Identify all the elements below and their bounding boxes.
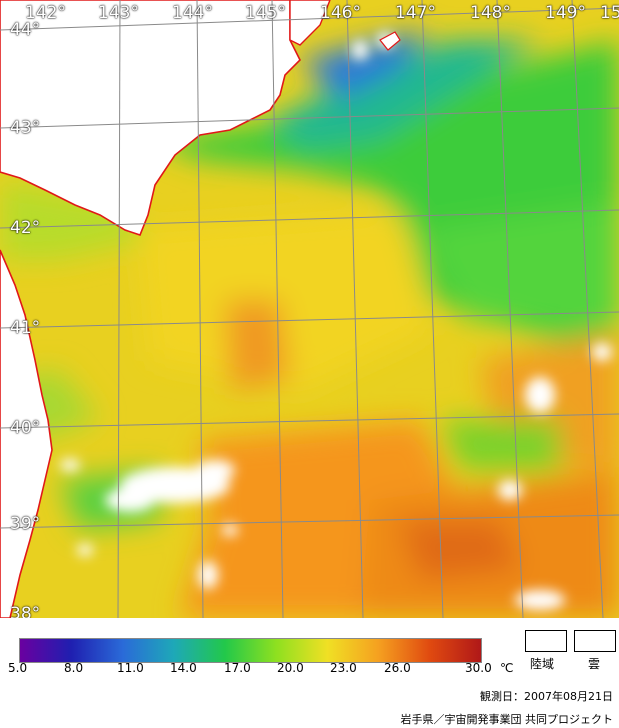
scale-tick: 11.0 xyxy=(117,661,144,675)
scale-tick: 8.0 xyxy=(64,661,84,675)
observation-date: 観測日：2007年08月21日 xyxy=(480,690,613,703)
cloud-label: 雲 xyxy=(588,657,601,671)
cloud-swatch xyxy=(574,630,616,652)
kuril-island-small xyxy=(379,31,401,51)
scale-tick: 5.0 xyxy=(8,661,28,675)
scale-tick: 23.0 xyxy=(330,661,357,675)
graticule xyxy=(0,0,619,618)
latitude-label: 42° xyxy=(10,218,41,238)
longitude-label: 145° xyxy=(245,3,286,23)
latitude-label: 43° xyxy=(10,118,41,138)
hokkaido-landmass xyxy=(0,0,301,236)
longitude-label: 142° xyxy=(25,3,66,23)
land-label: 陸域 xyxy=(530,657,555,671)
scale-tick: 14.0 xyxy=(170,661,197,675)
longitude-label: 143° xyxy=(98,3,139,23)
scale-tick: 20.0 xyxy=(277,661,304,675)
longitude-label: 146° xyxy=(320,3,361,23)
map-canvas xyxy=(0,0,619,618)
longitude-label: 144° xyxy=(172,3,213,23)
temperature-unit: ℃ xyxy=(500,661,514,675)
scale-tick: 30.0 xyxy=(465,661,492,675)
latitude-label: 40° xyxy=(10,418,41,438)
sea-surface-temperature-map: 142° 143° 144° 145° 146° 147° 148° 149° … xyxy=(0,0,619,618)
latitude-label: 44° xyxy=(10,20,41,40)
longitude-label: 149° xyxy=(545,3,586,23)
latitude-label: 39° xyxy=(10,514,41,534)
longitude-label: 15 xyxy=(600,3,619,23)
latitude-label: 41° xyxy=(10,318,41,338)
honshu-landmass xyxy=(0,249,53,618)
longitude-label: 147° xyxy=(395,3,436,23)
latitude-label: 38° xyxy=(10,604,41,618)
legend-panel: 5.0 8.0 11.0 14.0 17.0 20.0 23.0 26.0 30… xyxy=(0,618,619,728)
scale-tick: 17.0 xyxy=(224,661,251,675)
longitude-label: 148° xyxy=(470,3,511,23)
scale-tick: 26.0 xyxy=(384,661,411,675)
temperature-colorbar xyxy=(19,638,482,663)
credit-text: 岩手県／宇宙開発事業団 共同プロジェクト xyxy=(400,713,614,726)
land-swatch xyxy=(525,630,567,652)
kuril-island xyxy=(289,0,331,46)
